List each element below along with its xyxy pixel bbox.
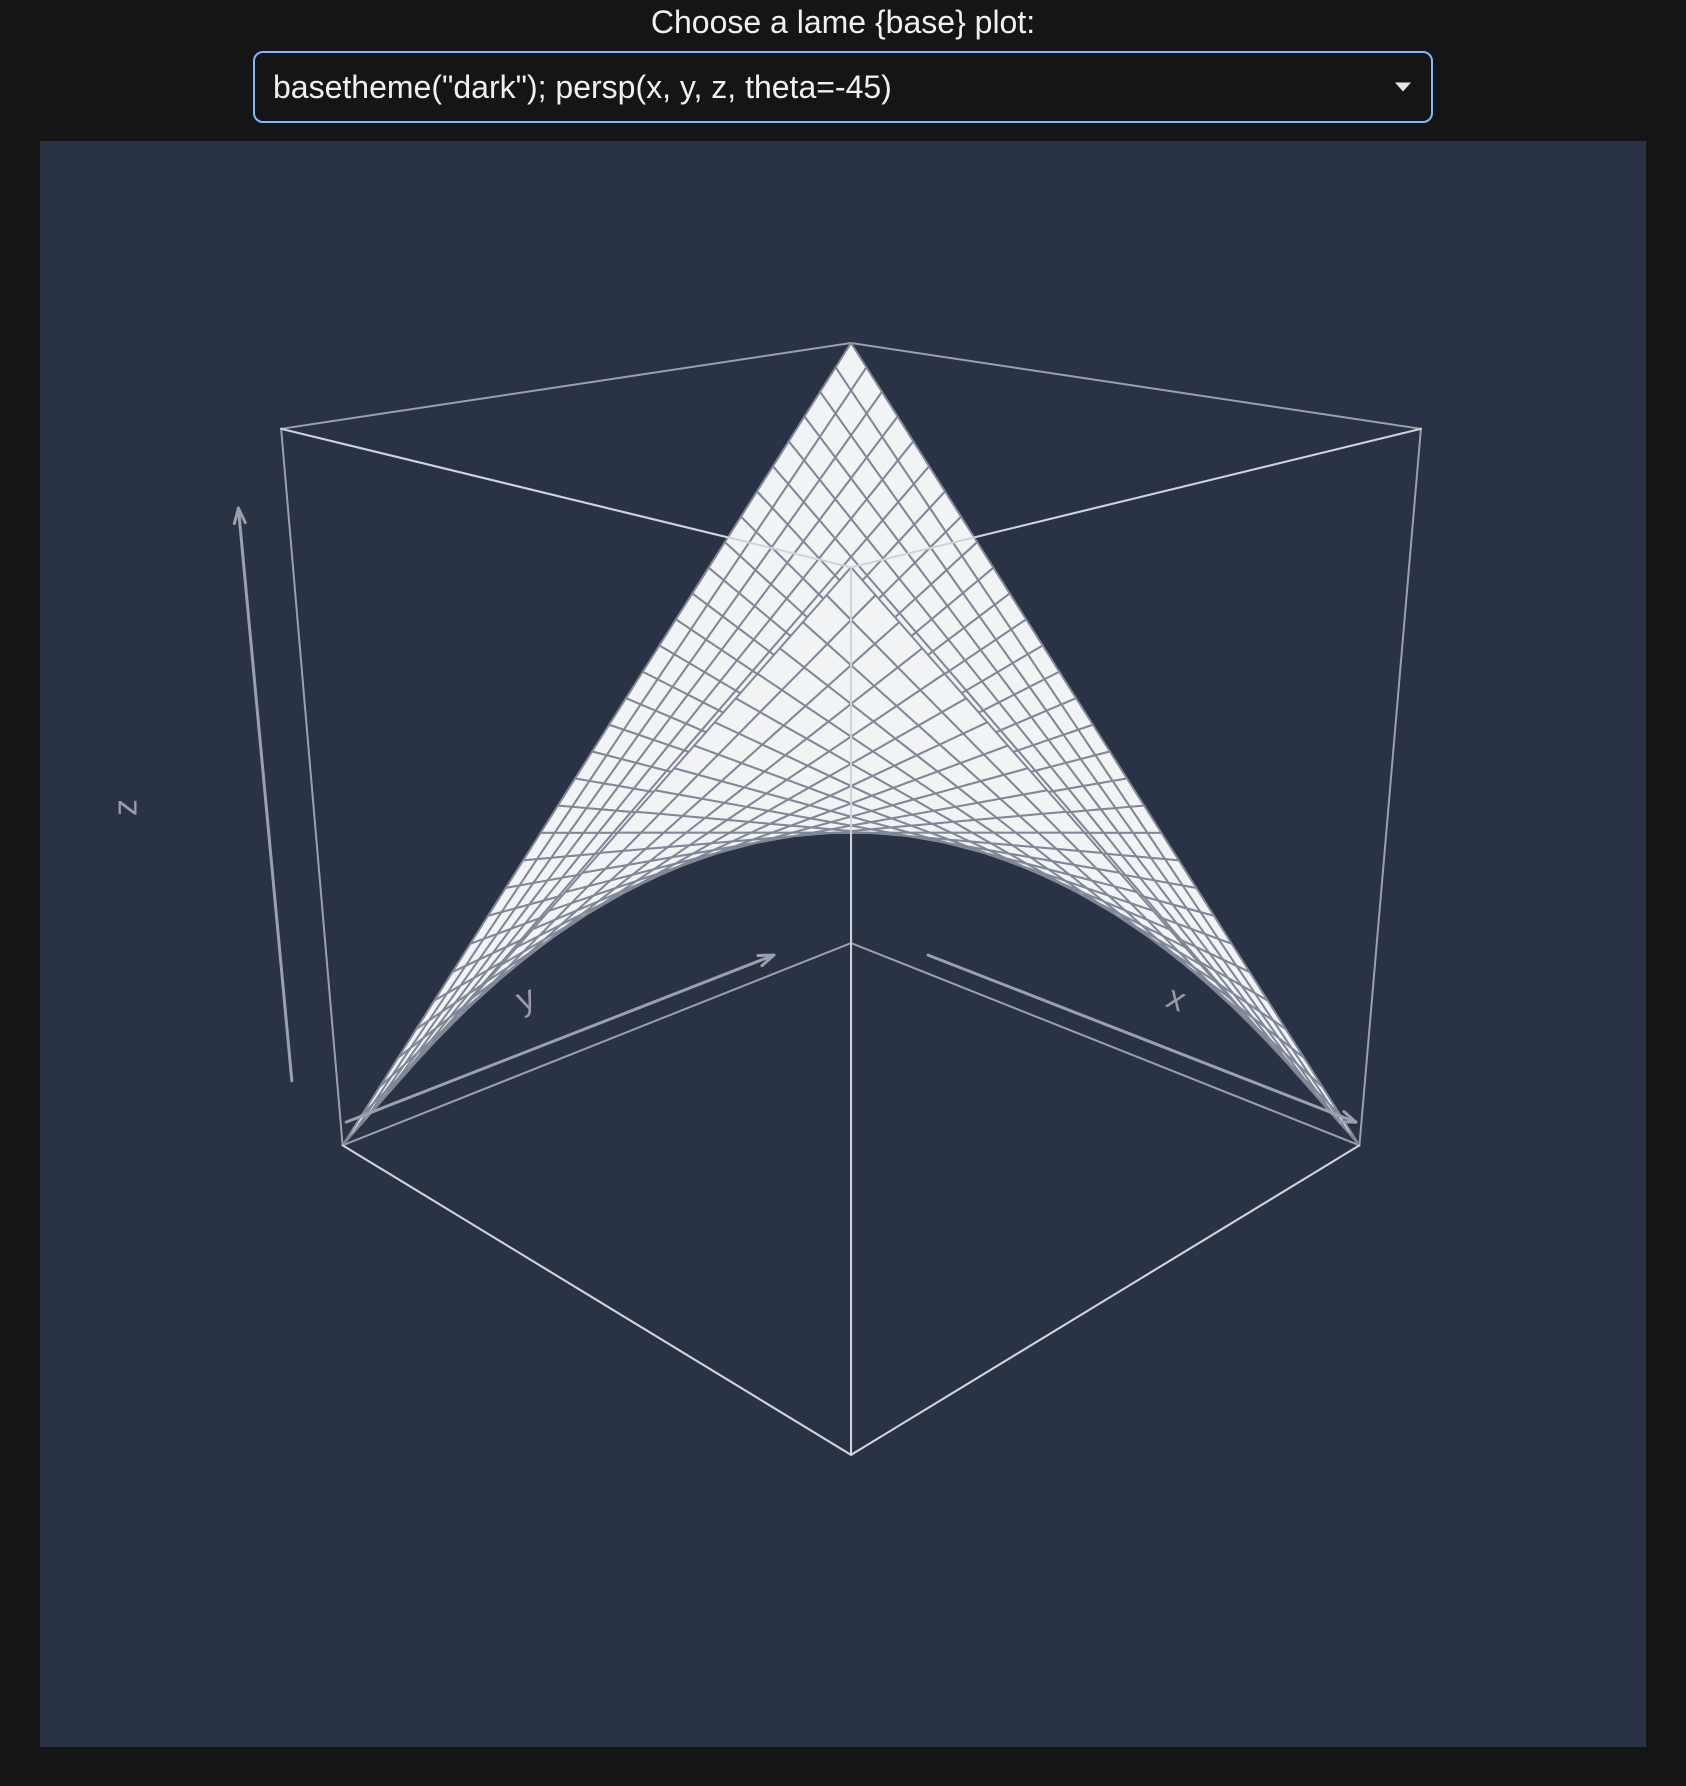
plot-panel: x y z — [40, 141, 1646, 1747]
svg-text:y: y — [511, 978, 541, 1020]
svg-text:z: z — [106, 799, 144, 816]
prompt-label: Choose a lame {base} plot: — [651, 4, 1035, 41]
svg-text:x: x — [1161, 978, 1191, 1020]
plot-select-value: basetheme("dark"); persp(x, y, z, theta=… — [273, 69, 892, 106]
plot-select[interactable]: basetheme("dark"); persp(x, y, z, theta=… — [253, 51, 1433, 123]
chevron-down-icon — [1395, 83, 1411, 92]
persp-plot: x y z — [40, 141, 1646, 1747]
